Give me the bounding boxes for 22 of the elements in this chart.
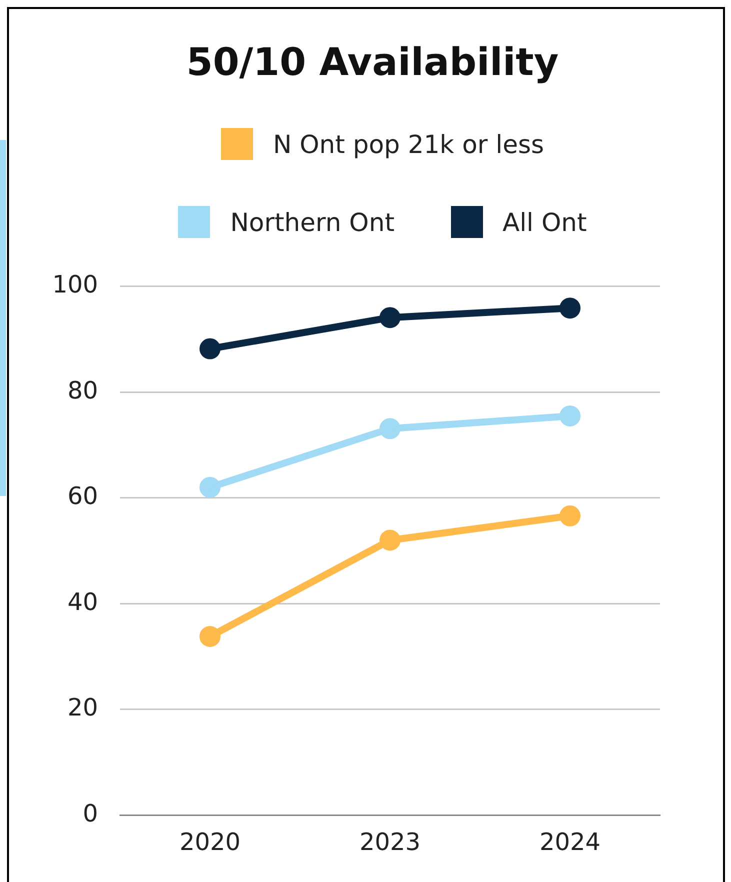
x-tick-label: 2024	[539, 828, 601, 856]
point	[380, 418, 400, 440]
point	[560, 405, 580, 426]
y-tick-label: 20	[67, 694, 98, 722]
point	[560, 298, 580, 319]
y-tick-label: 40	[67, 588, 98, 616]
point	[200, 338, 220, 360]
legend-label: All Ont	[502, 208, 587, 236]
y-tick-label: 60	[67, 482, 98, 510]
point	[380, 530, 400, 551]
x-tick-label: 2020	[179, 828, 241, 856]
legend-label: Northern Ont	[230, 208, 394, 236]
chart-title: 50/10 Availability	[185, 40, 560, 84]
y-tick-label: 100	[52, 270, 98, 299]
legend-label: N Ont pop 21k or less	[272, 130, 544, 158]
x-tick-label: 2023	[359, 828, 421, 856]
y-tick-label: 80	[67, 376, 98, 404]
point	[380, 307, 400, 328]
point	[200, 476, 220, 498]
point	[560, 505, 580, 526]
point	[200, 626, 220, 647]
y-tick-label: 0	[82, 799, 98, 828]
